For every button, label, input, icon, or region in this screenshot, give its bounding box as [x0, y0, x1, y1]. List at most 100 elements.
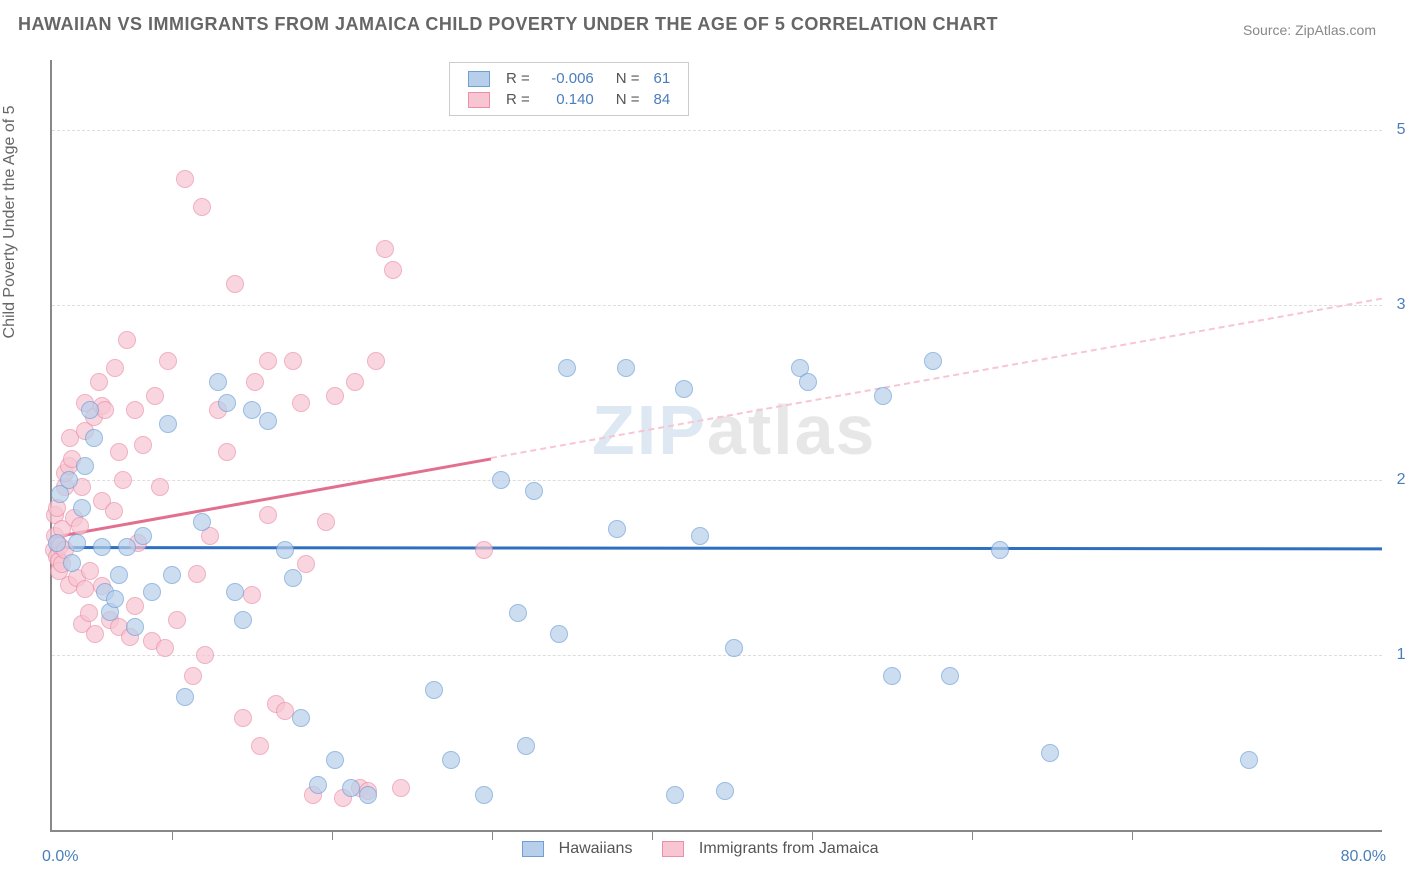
y-tick-label: 12.5% — [1397, 646, 1406, 664]
scatter-point — [193, 513, 211, 531]
scatter-point — [716, 782, 734, 800]
scatter-point — [317, 513, 335, 531]
scatter-point — [359, 786, 377, 804]
scatter-point — [48, 534, 66, 552]
chart-title: HAWAIIAN VS IMMIGRANTS FROM JAMAICA CHIL… — [18, 14, 998, 35]
scatter-point — [126, 618, 144, 636]
scatter-point — [159, 352, 177, 370]
scatter-point — [259, 352, 277, 370]
scatter-point — [276, 702, 294, 720]
x-min-label: 0.0% — [42, 848, 78, 866]
scatter-point — [80, 604, 98, 622]
x-max-label: 80.0% — [1341, 848, 1386, 866]
scatter-point — [163, 566, 181, 584]
scatter-point — [218, 394, 236, 412]
watermark: ZIPatlas — [592, 390, 876, 470]
scatter-point — [118, 538, 136, 556]
gridline — [52, 130, 1382, 131]
scatter-point — [234, 709, 252, 727]
scatter-point — [106, 359, 124, 377]
scatter-point — [168, 611, 186, 629]
scatter-point — [76, 580, 94, 598]
scatter-point — [196, 646, 214, 664]
scatter-point — [105, 502, 123, 520]
scatter-point — [492, 471, 510, 489]
scatter-point — [243, 401, 261, 419]
legend-series: Hawaiians Immigrants from Jamaica — [502, 840, 888, 858]
scatter-point — [259, 506, 277, 524]
scatter-point — [991, 541, 1009, 559]
scatter-point — [297, 555, 315, 573]
scatter-point — [874, 387, 892, 405]
scatter-point — [60, 471, 78, 489]
trendline-jamaica-solid — [52, 457, 491, 538]
x-tick — [652, 830, 653, 840]
x-tick — [492, 830, 493, 840]
scatter-point — [143, 583, 161, 601]
scatter-point — [509, 604, 527, 622]
scatter-point — [376, 240, 394, 258]
scatter-point — [226, 583, 244, 601]
scatter-point — [284, 569, 302, 587]
x-tick — [1132, 830, 1133, 840]
scatter-point — [68, 534, 86, 552]
scatter-point — [617, 359, 635, 377]
scatter-point — [114, 471, 132, 489]
scatter-point — [251, 737, 269, 755]
scatter-point — [176, 688, 194, 706]
scatter-point — [259, 412, 277, 430]
scatter-point — [924, 352, 942, 370]
scatter-point — [725, 639, 743, 657]
scatter-point — [392, 779, 410, 797]
scatter-point — [126, 597, 144, 615]
x-tick — [172, 830, 173, 840]
scatter-point — [675, 380, 693, 398]
scatter-point — [276, 541, 294, 559]
scatter-point — [151, 478, 169, 496]
scatter-point — [81, 562, 99, 580]
scatter-point — [156, 639, 174, 657]
scatter-point — [106, 590, 124, 608]
scatter-point — [193, 198, 211, 216]
scatter-point — [243, 586, 261, 604]
x-tick — [332, 830, 333, 840]
scatter-point — [342, 779, 360, 797]
scatter-point — [73, 499, 91, 517]
scatter-point — [367, 352, 385, 370]
trendline-hawaiians — [52, 546, 1382, 550]
scatter-point — [118, 331, 136, 349]
scatter-point — [292, 709, 310, 727]
scatter-point — [86, 625, 104, 643]
scatter-point — [176, 170, 194, 188]
scatter-point — [126, 401, 144, 419]
scatter-point — [81, 401, 99, 419]
y-tick-label: 25.0% — [1397, 471, 1406, 489]
scatter-point — [1240, 751, 1258, 769]
legend-stats: R =-0.006N =61R =0.140N =84 — [449, 62, 689, 116]
trendline-jamaica-dashed — [491, 298, 1382, 459]
scatter-point — [93, 538, 111, 556]
scatter-point — [883, 667, 901, 685]
scatter-point — [90, 373, 108, 391]
y-tick-label: 50.0% — [1397, 121, 1406, 139]
gridline — [52, 655, 1382, 656]
y-tick-label: 37.5% — [1397, 296, 1406, 314]
scatter-point — [76, 457, 94, 475]
scatter-point — [558, 359, 576, 377]
scatter-point — [218, 443, 236, 461]
scatter-point — [691, 527, 709, 545]
scatter-point — [246, 373, 264, 391]
scatter-point — [184, 667, 202, 685]
scatter-point — [209, 373, 227, 391]
scatter-point — [475, 786, 493, 804]
gridline — [52, 480, 1382, 481]
x-tick — [972, 830, 973, 840]
scatter-point — [188, 565, 206, 583]
x-tick — [812, 830, 813, 840]
scatter-point — [226, 275, 244, 293]
scatter-point — [110, 566, 128, 584]
scatter-point — [550, 625, 568, 643]
scatter-point — [517, 737, 535, 755]
scatter-point — [159, 415, 177, 433]
scatter-point — [799, 373, 817, 391]
